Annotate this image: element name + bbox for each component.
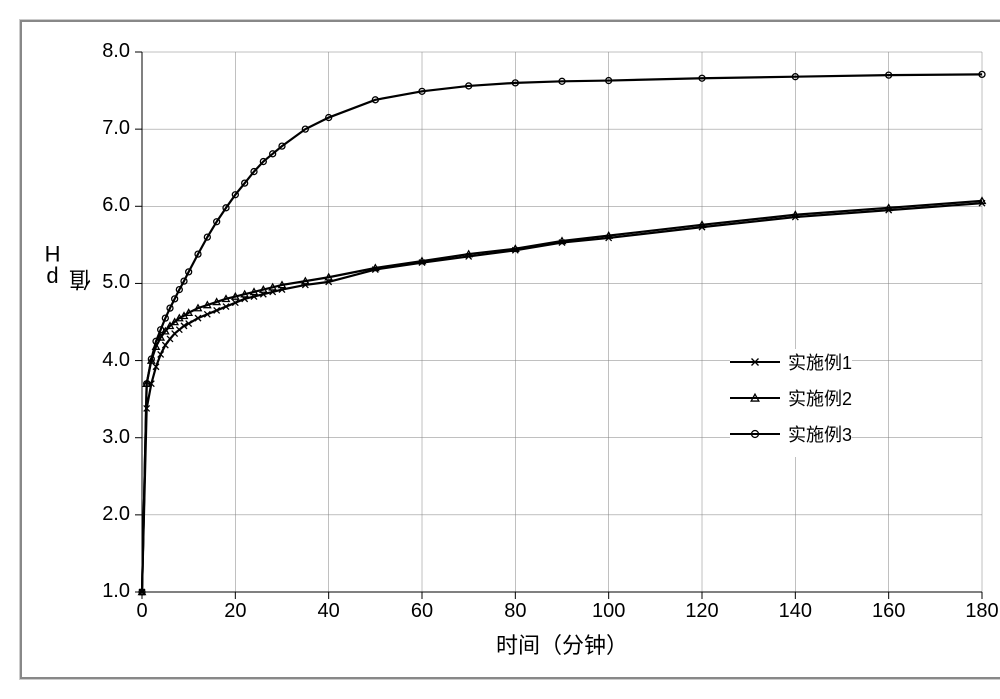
series-line-triangle bbox=[142, 201, 982, 592]
x-tick-label: 0 bbox=[122, 600, 162, 623]
x-tick-label: 20 bbox=[215, 600, 255, 623]
y-title-value: 值 bbox=[69, 269, 94, 291]
legend-item: 实施例2 bbox=[730, 385, 852, 411]
y-tick-label: 1.0 bbox=[102, 580, 130, 603]
triangle-icon bbox=[747, 390, 763, 406]
x-tick-label: 100 bbox=[589, 600, 629, 623]
plot-area bbox=[22, 22, 1000, 677]
line-chart: pH 值 时间（分钟） 实施例1 实施例2 实施例3 0 20 40 60 80 100 120… bbox=[20, 20, 1000, 679]
series-line-circle bbox=[142, 74, 982, 592]
series-line-x bbox=[142, 203, 982, 592]
x-tick-label: 40 bbox=[309, 600, 349, 623]
circle-icon bbox=[747, 426, 763, 442]
y-tick-label: 4.0 bbox=[102, 349, 130, 372]
x-tick-label: 180 bbox=[962, 600, 1000, 623]
y-title-ph: pH bbox=[40, 241, 65, 291]
legend-label: 实施例3 bbox=[788, 421, 852, 447]
x-tick-label: 160 bbox=[869, 600, 909, 623]
legend: 实施例1 实施例2 实施例3 bbox=[730, 349, 852, 457]
legend-line bbox=[730, 361, 780, 363]
legend-label: 实施例1 bbox=[788, 349, 852, 375]
x-tick-label: 80 bbox=[495, 600, 535, 623]
legend-line bbox=[730, 433, 780, 435]
x-tick-label: 140 bbox=[775, 600, 815, 623]
x-tick-label: 60 bbox=[402, 600, 442, 623]
x-axis-title: 时间（分钟） bbox=[142, 628, 982, 660]
legend-line bbox=[730, 397, 780, 399]
y-axis-title: pH 值 bbox=[40, 241, 98, 291]
y-tick-label: 8.0 bbox=[102, 40, 130, 63]
y-tick-label: 2.0 bbox=[102, 503, 130, 526]
legend-item: 实施例1 bbox=[730, 349, 852, 375]
x-icon bbox=[747, 354, 763, 370]
legend-item: 实施例3 bbox=[730, 421, 852, 447]
y-tick-label: 3.0 bbox=[102, 426, 130, 449]
y-tick-label: 7.0 bbox=[102, 117, 130, 140]
legend-label: 实施例2 bbox=[788, 385, 852, 411]
x-tick-label: 120 bbox=[682, 600, 722, 623]
y-tick-label: 6.0 bbox=[102, 194, 130, 217]
y-tick-label: 5.0 bbox=[102, 271, 130, 294]
